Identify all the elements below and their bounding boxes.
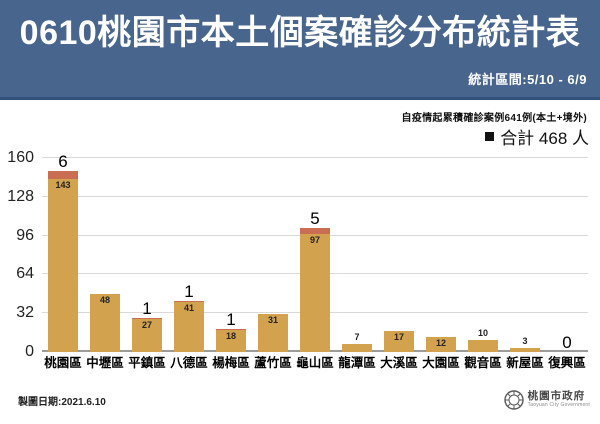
bar-slot-8: 7: [336, 158, 378, 352]
x-axis-label: 新屋區: [506, 356, 544, 370]
bar-segment-base: 97: [300, 234, 330, 352]
x-axis-label: 龜山區: [296, 356, 334, 370]
bar-5: 18: [216, 328, 246, 352]
bar-segment-base: 17: [384, 331, 414, 352]
bar-7: 97: [300, 228, 330, 352]
bar-2: 48: [90, 293, 120, 352]
bar-value-label: 48: [99, 294, 110, 305]
x-axis-label: 復興區: [548, 356, 586, 370]
bar-1: 143: [48, 171, 78, 352]
bar-6: 31: [258, 314, 288, 352]
bar-slot-1: 6 143: [42, 153, 84, 352]
x-axis-label: 平鎮區: [128, 356, 166, 370]
bar-slot-12: 3: [504, 158, 546, 352]
bar-value-label: 17: [393, 332, 404, 343]
bar-value-label: 7: [354, 331, 360, 342]
y-tick-label: 160: [7, 149, 34, 166]
y-tick-label: 32: [16, 304, 34, 322]
bar-segment-new: [300, 228, 330, 235]
bar-segment-new: [48, 171, 78, 179]
bar-top-value-label: 6: [58, 152, 68, 172]
bar-10: 12: [426, 337, 456, 352]
bar-slot-9: 17: [378, 158, 420, 352]
bar-segment-base: 3: [510, 337, 540, 352]
bar-top-value-label: 1: [184, 282, 194, 302]
page-title: 0610桃園市本土個案確診分布統計表: [19, 14, 581, 52]
total-count-label: 合計 468 人: [500, 129, 589, 148]
bar-value-label: 41: [183, 303, 194, 314]
bar-slot-5: 1 18: [210, 158, 252, 352]
gridline: [42, 157, 588, 158]
bar-slot-11: 10: [462, 158, 504, 352]
bar-12: 3: [510, 337, 540, 352]
bar-segment-new: [132, 318, 162, 320]
bar-segment-base: 27: [132, 319, 162, 352]
bar-11: 10: [468, 328, 498, 352]
y-tick-label: 128: [7, 187, 34, 205]
bar-value-label: 18: [225, 331, 236, 342]
bar-value-label: 12: [435, 338, 446, 349]
bar-segment-base: 31: [258, 314, 288, 352]
x-axis-label: 大溪區: [380, 356, 418, 370]
cumulative-cases-note: 自疫情起累積確診案例641例(本土+境外): [401, 113, 587, 124]
x-axis-label: 楊梅區: [212, 356, 250, 370]
bar-value-label: 3: [522, 336, 528, 347]
bar-slot-4: 1 41: [168, 158, 210, 352]
bar-top-value-label: 0: [562, 333, 572, 352]
x-axis-label: 大園區: [422, 356, 460, 370]
x-axis-label: 觀音區: [464, 356, 502, 370]
y-tick-label: 64: [16, 265, 34, 283]
bar-segment-base: 18: [216, 330, 246, 352]
taoyuan-government-logo: 桃園市政府 Taoyuan City Government: [503, 390, 590, 410]
bar-segment-base: 7: [342, 332, 372, 352]
bar-segment-base: 10: [468, 328, 498, 352]
bar-top-value-label: 1: [142, 299, 152, 319]
x-axis-label: 中壢區: [86, 356, 124, 370]
chart-date-label: 製圖日期:2021.6.10: [18, 397, 106, 408]
bar-segment-base: 41: [174, 302, 204, 352]
logo-text: 桃園市政府 Taoyuan City Government: [528, 391, 590, 408]
y-tick-label: 96: [16, 226, 34, 244]
bar-slot-6: 31: [252, 158, 294, 352]
bar-slot-10: 12: [420, 158, 462, 352]
logo-org-name-en: Taoyuan City Government: [527, 402, 590, 409]
government-seal-icon: [503, 390, 524, 410]
bar-top-value-label: 5: [310, 209, 320, 229]
bar-value-label: 143: [55, 179, 71, 190]
x-axis-labels: 桃園區 中壢區 平鎮區 八德區 楊梅區 蘆竹區 龜山區 龍潭區 大溪區 大園區 觀音區 新屋區 復興區: [42, 356, 588, 374]
header-banner: 0610桃園市本土個案確診分布統計表 統計區間:5/10 - 6/9: [0, 0, 600, 100]
bar-segment-base: 48: [90, 293, 120, 352]
bar-segment-base: 12: [426, 337, 456, 352]
bar-3: 27: [132, 318, 162, 352]
bar-slot-7: 5 97: [294, 158, 336, 352]
bar-slot-13: 0: [546, 158, 588, 352]
bar-value-label: 10: [477, 327, 488, 338]
legend-square-icon: [485, 132, 495, 141]
bar-segment-new: [216, 328, 246, 331]
x-axis-label: 八德區: [170, 356, 208, 370]
plot-area: 0 32 64 96 128 160 6 143 48 1 27 1 41 1 18 31 5 97 7 17 12 10…: [7, 150, 588, 360]
bar-value-label: 97: [309, 235, 320, 246]
bar-value-label: 27: [141, 320, 152, 331]
logo-org-name: 桃園市政府: [527, 390, 586, 403]
bar-value-label: 31: [267, 315, 278, 326]
bar-8: 7: [342, 332, 372, 352]
bar-9: 17: [384, 331, 414, 352]
total-count-line: 合計 468 人: [485, 124, 589, 149]
stat-period-label: 統計區間:5/10 - 6/9: [468, 72, 587, 87]
x-axis-label: 蘆竹區: [254, 356, 292, 370]
gridline: [42, 195, 588, 197]
x-axis-label: 桃園區: [44, 356, 82, 370]
y-tick-label: 0: [25, 343, 34, 360]
bar-slot-3: 1 27: [126, 158, 168, 352]
bar-top-value-label: 1: [226, 309, 236, 329]
bar-4: 41: [174, 301, 204, 352]
bar-slot-2: 48: [84, 158, 126, 352]
x-axis-label: 龍潭區: [338, 356, 376, 370]
bar-segment-new: [174, 301, 204, 303]
bar-segment-base: 143: [48, 178, 78, 352]
